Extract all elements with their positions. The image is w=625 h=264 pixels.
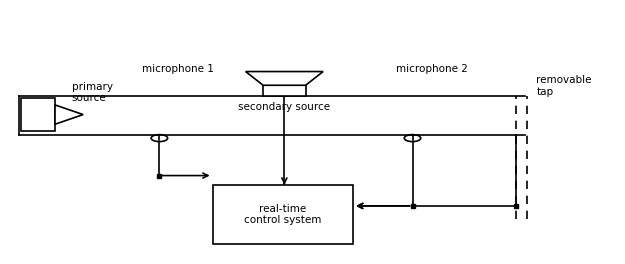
Bar (213, 185, 353, 244)
Bar (263, 85, 306, 96)
Bar (21, 98, 55, 131)
Text: microphone 2: microphone 2 (396, 64, 468, 74)
Text: secondary source: secondary source (238, 102, 331, 112)
Polygon shape (55, 105, 83, 124)
Text: real-time
control system: real-time control system (244, 204, 321, 225)
Polygon shape (246, 72, 323, 85)
Text: removable
tap: removable tap (536, 75, 592, 97)
Text: microphone 1: microphone 1 (142, 64, 214, 74)
Text: primary
source: primary source (72, 82, 113, 103)
